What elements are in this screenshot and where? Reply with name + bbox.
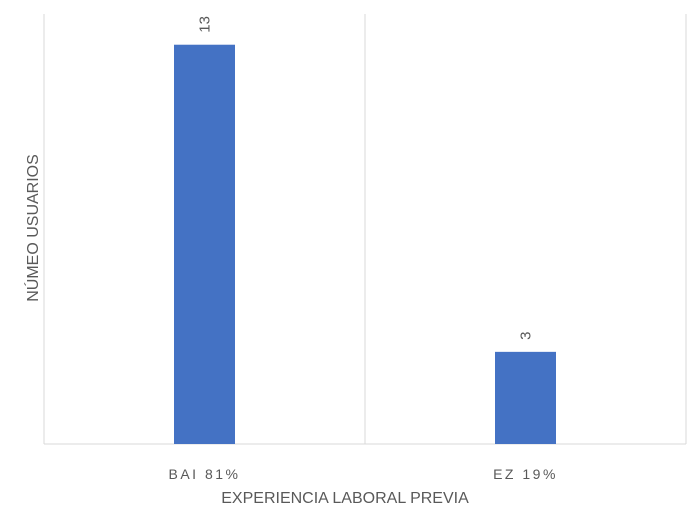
x-tick-label: EZ 19% xyxy=(493,466,558,482)
bar xyxy=(495,351,556,444)
bar xyxy=(174,44,235,444)
y-axis-title: NÚMEO USUARIOS xyxy=(23,154,42,302)
x-axis-title: EXPERIENCIA LABORAL PREVIA xyxy=(221,490,469,507)
x-tick-label: BAI 81% xyxy=(169,466,241,482)
plot-area: 13 BAI 81% 3 EZ 19% xyxy=(43,14,687,482)
data-label: 13 xyxy=(197,16,214,33)
data-label: 3 xyxy=(518,332,535,340)
